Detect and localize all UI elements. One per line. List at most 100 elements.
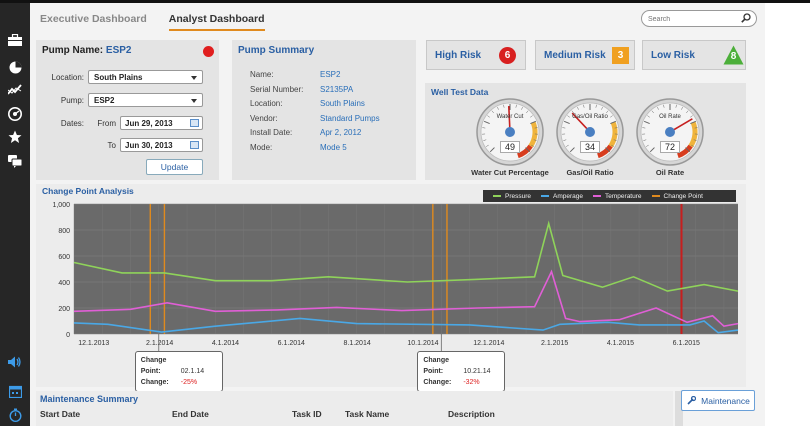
high-risk-count: 6 <box>499 47 516 64</box>
search-input[interactable] <box>648 14 738 24</box>
high-risk-box[interactable]: High Risk 6 <box>426 40 526 70</box>
calendar-icon[interactable] <box>190 119 199 127</box>
from-date-field[interactable]: Jun 29, 2013 <box>120 116 203 130</box>
pump-label: Pump: <box>60 96 84 105</box>
maintenance-panel <box>36 391 673 426</box>
x-tick-label: 2.1.2014 <box>146 340 173 347</box>
briefcase-icon[interactable] <box>8 33 22 47</box>
from-date-value: Jun 29, 2013 <box>125 119 173 128</box>
callout-change-point-label: Change Point: <box>423 357 449 375</box>
location-dropdown[interactable]: South Plains <box>88 70 203 84</box>
pie-chart-icon[interactable] <box>8 60 22 74</box>
gauge-caption: Gas/Oil Ratio <box>566 168 614 177</box>
callout-change-label: Change: <box>423 379 452 386</box>
location-label: Location: <box>51 73 84 82</box>
search-icon[interactable] <box>741 13 751 25</box>
summary-value: S2135PA <box>320 84 354 94</box>
legend-item[interactable]: Amperage <box>541 193 583 200</box>
x-tick-label: 12.1.2013 <box>78 340 109 347</box>
update-button[interactable]: Update <box>146 159 203 175</box>
maintenance-button[interactable]: Maintenance <box>681 390 755 411</box>
legend-label: Pressure <box>505 192 532 200</box>
location-dropdown-value: South Plains <box>94 73 143 82</box>
volume-icon[interactable] <box>8 355 22 369</box>
to-label: To <box>107 141 116 150</box>
column-header-start-date[interactable]: Start Date <box>40 409 81 419</box>
dates-label: Dates: <box>60 119 84 128</box>
gauge: Gas/Oil Ratio 34 <box>555 97 625 167</box>
summary-label: Location: <box>250 99 283 108</box>
to-date-field[interactable]: Jun 30, 2013 <box>120 138 203 152</box>
pump-name-value: ESP2 <box>105 45 132 56</box>
x-tick-label: 4.1.2015 <box>607 340 634 347</box>
maintenance-button-label: Maintenance <box>701 395 750 406</box>
pump-summary-title: Pump Summary <box>238 45 315 56</box>
legend-item[interactable]: Pressure <box>493 193 531 200</box>
callout-change-point-value: 10.21.14 <box>463 368 491 375</box>
gauge-icon[interactable] <box>8 107 22 121</box>
high-risk-label: High Risk <box>435 49 482 61</box>
tab-executive-dashboard[interactable]: Executive Dashboard <box>40 13 147 25</box>
legend-label: Temperature <box>605 192 642 200</box>
column-header-task-id[interactable]: Task ID <box>292 409 322 419</box>
gauge-value: 34 <box>580 141 600 153</box>
chart-title: Change Point Analysis <box>42 186 134 196</box>
summary-value: Apr 2, 2012 <box>320 128 362 137</box>
calendar-icon[interactable] <box>190 141 199 149</box>
x-tick-label: 12.1.2014 <box>473 340 504 347</box>
callout-change-point-label: Change Point: <box>140 357 167 375</box>
gauge: Water Cut 49 <box>475 97 545 167</box>
summary-label: Name: <box>250 70 274 79</box>
low-risk-count: 8 <box>730 51 737 62</box>
gauge-dial <box>636 98 704 166</box>
pump-dropdown[interactable]: ESP2 <box>88 93 203 107</box>
star-icon[interactable] <box>8 130 22 144</box>
maintenance-scrollbar[interactable] <box>675 391 683 426</box>
gauge: Oil Rate 72 <box>635 97 705 167</box>
series-line-amperage <box>73 317 739 334</box>
calendar-icon[interactable] <box>8 384 22 398</box>
x-tick-label: 2.1.2015 <box>541 340 568 347</box>
summary-label: Serial Number: <box>250 84 304 94</box>
summary-label: Mode: <box>250 142 273 152</box>
legend-item[interactable]: Change Point <box>651 193 703 200</box>
to-date-value: Jun 30, 2013 <box>125 141 173 150</box>
low-risk-box[interactable]: Low Risk 8 <box>642 40 746 70</box>
change-point-chart: 1,000 800 600 400 200 0 12.1.2013 2.1.2014 4.1.2… <box>52 202 739 351</box>
y-tick-label: 1,000 <box>52 202 70 209</box>
legend-swatch <box>493 195 501 197</box>
pump-status-indicator <box>203 46 214 57</box>
left-sidebar <box>0 3 30 426</box>
legend-label: Amperage <box>553 192 584 200</box>
chat-icon[interactable] <box>8 154 22 168</box>
well-test-title: Well Test Data <box>431 87 489 97</box>
medium-risk-box[interactable]: Medium Risk 3 <box>535 40 635 70</box>
gauge-value: 72 <box>660 141 680 153</box>
summary-value: ESP2 <box>320 70 341 79</box>
change-point-callout: Change Point: 10.21.14 Change: -32% <box>417 351 506 392</box>
pump-dropdown-value: ESP2 <box>94 96 115 105</box>
summary-label: Vendor: <box>250 113 278 123</box>
plot-area <box>74 204 738 334</box>
trend-icon[interactable] <box>8 83 22 97</box>
gauge-dial <box>556 98 624 166</box>
y-tick-label: 400 <box>58 280 70 287</box>
pump-selection-panel: Pump Name: ESP2 Location: South Plains P… <box>36 40 219 180</box>
chart-legend: Pressure Amperage Temperature Change Point <box>483 190 736 202</box>
y-tick-label: 200 <box>58 306 70 313</box>
x-tick-label: 6.1.2015 <box>673 340 700 347</box>
legend-swatch <box>593 195 602 197</box>
callout-change-point-value: 02.1.14 <box>180 368 205 375</box>
gauge-hub <box>665 127 675 137</box>
timer-icon[interactable] <box>8 408 22 422</box>
column-header-task-name[interactable]: Task Name <box>345 409 390 419</box>
dashboard-app: Executive Dashboard Analyst Dashboard Pu… <box>30 3 765 426</box>
legend-item[interactable]: Temperature <box>593 193 642 200</box>
column-header-end-date[interactable]: End Date <box>172 409 209 419</box>
column-header-description[interactable]: Description <box>448 409 495 419</box>
gauge-hub <box>505 127 515 137</box>
summary-label: Install Date: <box>250 128 293 137</box>
callout-change-label: Change: <box>140 379 169 386</box>
tab-analyst-dashboard[interactable]: Analyst Dashboard <box>168 13 265 31</box>
pump-name-label: Pump Name: <box>42 45 104 56</box>
